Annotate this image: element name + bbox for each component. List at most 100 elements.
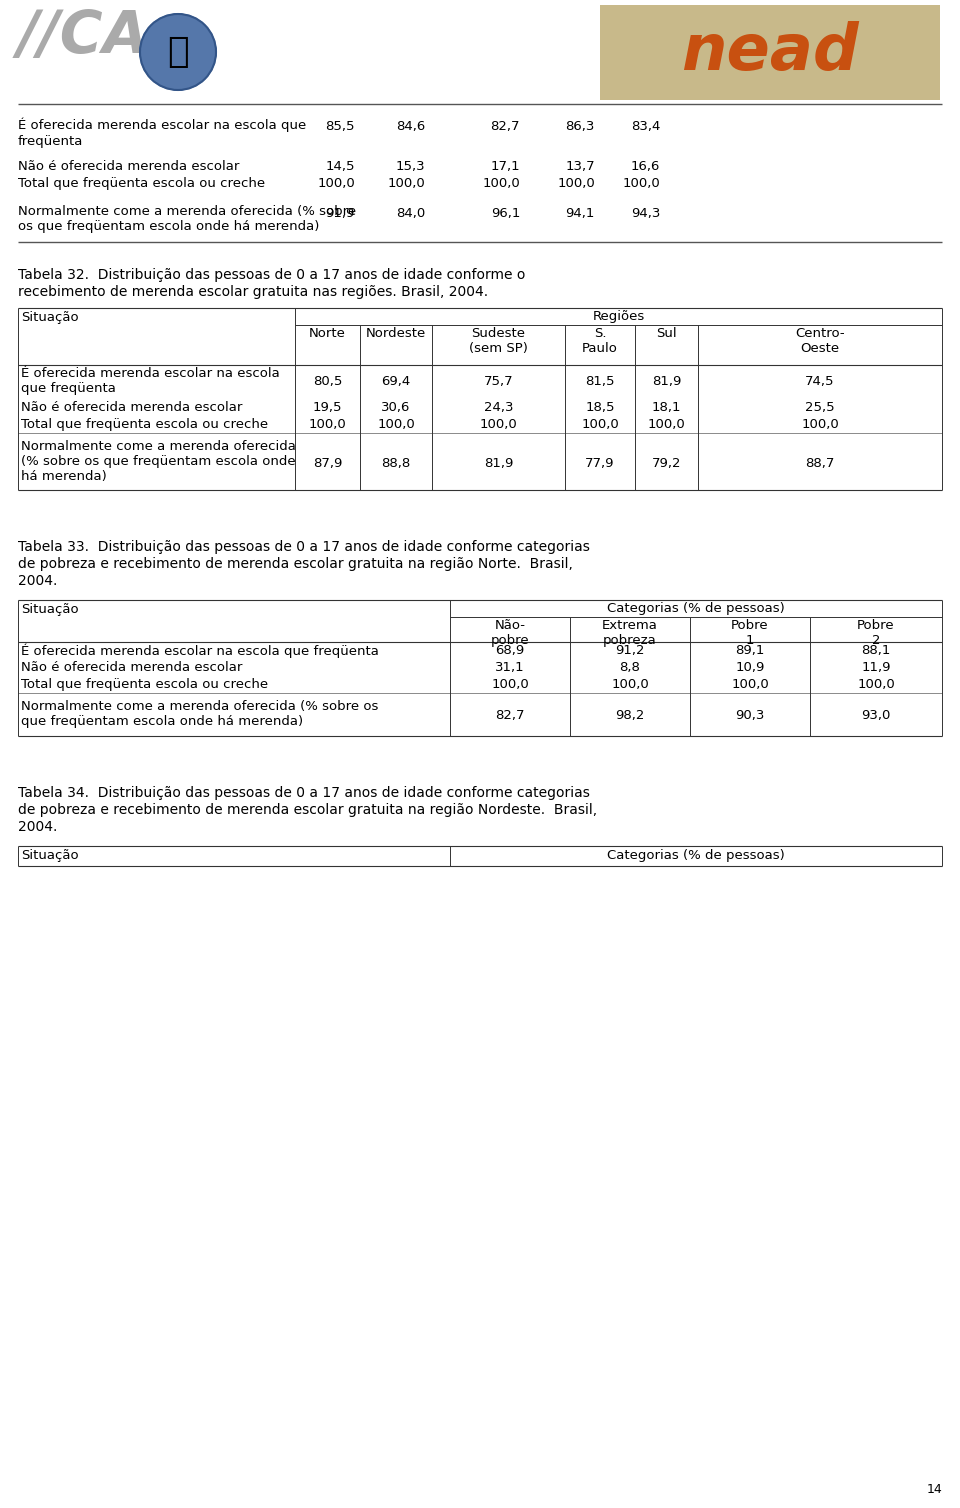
Text: 81,9: 81,9 — [652, 375, 682, 389]
Text: 2004.: 2004. — [18, 820, 58, 834]
Text: 100,0: 100,0 — [480, 418, 517, 431]
Text: 81,5: 81,5 — [586, 375, 614, 389]
Text: 100,0: 100,0 — [482, 176, 520, 190]
Text: 98,2: 98,2 — [615, 709, 645, 722]
Text: 88,8: 88,8 — [381, 457, 411, 469]
Text: 14: 14 — [926, 1482, 942, 1496]
Text: 100,0: 100,0 — [732, 679, 769, 691]
Text: de pobreza e recebimento de merenda escolar gratuita na região Nordeste.  Brasil: de pobreza e recebimento de merenda esco… — [18, 802, 597, 817]
Text: 31,1: 31,1 — [495, 661, 525, 674]
Text: Total que freqüenta escola ou creche: Total que freqüenta escola ou creche — [18, 176, 265, 190]
Text: 88,1: 88,1 — [861, 644, 891, 657]
Text: 82,7: 82,7 — [495, 709, 525, 722]
Text: Pobre
1: Pobre 1 — [732, 618, 769, 647]
Text: Situação: Situação — [21, 603, 79, 615]
Text: 100,0: 100,0 — [492, 679, 529, 691]
Text: 15,3: 15,3 — [396, 160, 425, 173]
Text: 🌍: 🌍 — [167, 35, 189, 69]
Text: Total que freqüenta escola ou creche: Total que freqüenta escola ou creche — [21, 418, 268, 431]
Text: Situação: Situação — [21, 849, 79, 863]
Text: Total que freqüenta escola ou creche: Total que freqüenta escola ou creche — [21, 679, 268, 691]
Text: Categorias (% de pessoas): Categorias (% de pessoas) — [607, 849, 785, 863]
Text: 16,6: 16,6 — [631, 160, 660, 173]
Text: 11,9: 11,9 — [861, 661, 891, 674]
Text: 84,6: 84,6 — [396, 121, 425, 133]
Text: Não-
pobre: Não- pobre — [491, 618, 529, 647]
Text: 100,0: 100,0 — [612, 679, 649, 691]
Text: Não é oferecida merenda escolar: Não é oferecida merenda escolar — [21, 401, 242, 415]
Text: 74,5: 74,5 — [805, 375, 835, 389]
Text: recebimento de merenda escolar gratuita nas regiões. Brasil, 2004.: recebimento de merenda escolar gratuita … — [18, 285, 488, 299]
Text: 75,7: 75,7 — [484, 375, 514, 389]
Text: Sudeste
(sem SP): Sudeste (sem SP) — [469, 327, 528, 354]
Text: Não é oferecida merenda escolar: Não é oferecida merenda escolar — [21, 661, 242, 674]
Text: É oferecida merenda escolar na escola que freqüenta: É oferecida merenda escolar na escola qu… — [21, 644, 379, 659]
Text: Extrema
pobreza: Extrema pobreza — [602, 618, 658, 647]
Text: 81,9: 81,9 — [484, 457, 514, 469]
Text: S.
Paulo: S. Paulo — [582, 327, 618, 354]
Text: Pobre
2: Pobre 2 — [857, 618, 895, 647]
Text: Norte: Norte — [309, 327, 346, 339]
Text: 18,1: 18,1 — [652, 401, 682, 415]
Text: 10,9: 10,9 — [735, 661, 765, 674]
Bar — [600, 5, 940, 100]
Text: 96,1: 96,1 — [491, 207, 520, 220]
Text: É oferecida merenda escolar na escola que
freqüenta: É oferecida merenda escolar na escola qu… — [18, 118, 306, 148]
Text: 100,0: 100,0 — [622, 176, 660, 190]
Text: 79,2: 79,2 — [652, 457, 682, 469]
Text: Normalmente come a merenda oferecida (% sobre os
que freqüentam escola onde há m: Normalmente come a merenda oferecida (% … — [21, 700, 378, 728]
Text: 77,9: 77,9 — [586, 457, 614, 469]
Text: 100,0: 100,0 — [317, 176, 355, 190]
Circle shape — [140, 14, 216, 90]
Text: 83,4: 83,4 — [631, 121, 660, 133]
Text: 88,7: 88,7 — [805, 457, 834, 469]
Text: 19,5: 19,5 — [313, 401, 343, 415]
Text: 84,0: 84,0 — [396, 207, 425, 220]
Text: 25,5: 25,5 — [805, 401, 835, 415]
Text: Centro-
Oeste: Centro- Oeste — [795, 327, 845, 354]
Text: 90,3: 90,3 — [735, 709, 765, 722]
Text: 13,7: 13,7 — [565, 160, 595, 173]
Text: 100,0: 100,0 — [377, 418, 415, 431]
Text: É oferecida merenda escolar na escola
que freqüenta: É oferecida merenda escolar na escola qu… — [21, 366, 279, 395]
Text: 100,0: 100,0 — [557, 176, 595, 190]
Text: 24,3: 24,3 — [484, 401, 514, 415]
Text: Categorias (% de pessoas): Categorias (% de pessoas) — [607, 602, 785, 615]
Text: 91,2: 91,2 — [615, 644, 645, 657]
Text: 30,6: 30,6 — [381, 401, 411, 415]
Text: 100,0: 100,0 — [802, 418, 839, 431]
Text: 100,0: 100,0 — [387, 176, 425, 190]
Text: //CA: //CA — [18, 8, 149, 65]
Text: 100,0: 100,0 — [648, 418, 685, 431]
Text: de pobreza e recebimento de merenda escolar gratuita na região Norte.  Brasil,: de pobreza e recebimento de merenda esco… — [18, 556, 573, 572]
Text: Sul: Sul — [657, 327, 677, 339]
Text: 68,9: 68,9 — [495, 644, 524, 657]
Text: 93,0: 93,0 — [861, 709, 891, 722]
Text: Não é oferecida merenda escolar: Não é oferecida merenda escolar — [18, 160, 239, 173]
Text: 100,0: 100,0 — [857, 679, 895, 691]
Text: 87,9: 87,9 — [313, 457, 342, 469]
Text: 100,0: 100,0 — [581, 418, 619, 431]
Text: 2004.: 2004. — [18, 575, 58, 588]
Text: 80,5: 80,5 — [313, 375, 342, 389]
Text: 89,1: 89,1 — [735, 644, 765, 657]
Text: Nordeste: Nordeste — [366, 327, 426, 339]
Text: Tabela 32.  Distribuição das pessoas de 0 a 17 anos de idade conforme o: Tabela 32. Distribuição das pessoas de 0… — [18, 268, 525, 282]
Text: 18,5: 18,5 — [586, 401, 614, 415]
Text: 8,8: 8,8 — [619, 661, 640, 674]
Text: Tabela 34.  Distribuição das pessoas de 0 a 17 anos de idade conforme categorias: Tabela 34. Distribuição das pessoas de 0… — [18, 786, 589, 801]
Text: 91,9: 91,9 — [325, 207, 355, 220]
Text: 82,7: 82,7 — [491, 121, 520, 133]
Text: 94,1: 94,1 — [565, 207, 595, 220]
Text: 69,4: 69,4 — [381, 375, 411, 389]
Text: Situação: Situação — [21, 311, 79, 324]
Text: 17,1: 17,1 — [491, 160, 520, 173]
Text: Normalmente come a merenda oferecida
(% sobre os que freqüentam escola onde
há m: Normalmente come a merenda oferecida (% … — [21, 440, 296, 483]
Text: Regiões: Regiões — [592, 311, 644, 323]
Text: nead: nead — [682, 21, 859, 83]
Text: 14,5: 14,5 — [325, 160, 355, 173]
Text: 86,3: 86,3 — [565, 121, 595, 133]
Text: 94,3: 94,3 — [631, 207, 660, 220]
Text: 85,5: 85,5 — [325, 121, 355, 133]
Text: Normalmente come a merenda oferecida (% sobre
os que freqüentam escola onde há m: Normalmente come a merenda oferecida (% … — [18, 205, 356, 234]
